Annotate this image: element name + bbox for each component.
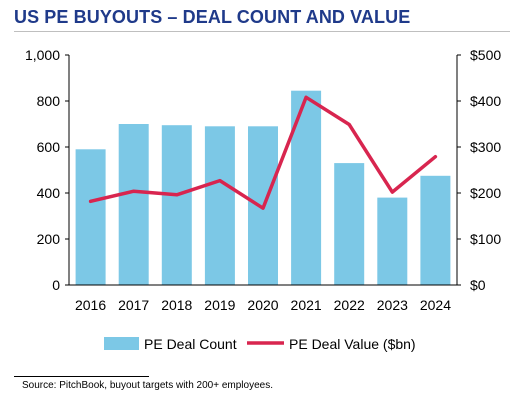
legend-swatch-deal-count bbox=[104, 337, 139, 350]
line-point-2021 bbox=[304, 96, 308, 99]
line-point-2023 bbox=[391, 190, 394, 194]
left-tick-label: 1,000 bbox=[25, 47, 60, 63]
x-tick-label: 2021 bbox=[291, 297, 322, 313]
bar-2022 bbox=[334, 163, 365, 285]
left-tick-label: 800 bbox=[37, 93, 61, 109]
right-tick-label: $100 bbox=[470, 231, 501, 247]
x-tick-label: 2020 bbox=[247, 297, 278, 313]
bar-2019 bbox=[204, 126, 235, 285]
x-tick-label: 2022 bbox=[334, 297, 365, 313]
x-tick-label: 2023 bbox=[377, 297, 408, 313]
source-note: Source: PitchBook, buyout targets with 2… bbox=[22, 380, 273, 391]
bar-2017 bbox=[118, 124, 149, 285]
bar-2016 bbox=[75, 149, 106, 285]
x-tick-label: 2024 bbox=[420, 297, 451, 313]
title-divider bbox=[14, 31, 510, 32]
x-tick-label: 2018 bbox=[161, 297, 192, 313]
x-tick-label: 2016 bbox=[75, 297, 106, 313]
bar-2018 bbox=[161, 125, 192, 285]
legend-label-deal-count: PE Deal Count bbox=[144, 336, 237, 352]
left-tick-label: 400 bbox=[37, 185, 61, 201]
right-tick-label: $300 bbox=[470, 139, 501, 155]
line-point-2017 bbox=[132, 190, 135, 193]
legend-label-deal-value: PE Deal Value ($bn) bbox=[289, 336, 416, 352]
chart-title: US PE BUYOUTS – DEAL COUNT AND VALUE bbox=[14, 7, 411, 27]
right-tick-label: $0 bbox=[470, 277, 486, 293]
line-point-2019 bbox=[218, 179, 222, 182]
line-point-2016 bbox=[89, 200, 92, 203]
line-point-2018 bbox=[175, 193, 178, 196]
x-tick-label: 2019 bbox=[204, 297, 235, 313]
source-divider bbox=[14, 376, 149, 377]
combo-chart: 0 200 400 600 800 1,000 $0 $100 $200 $300 $400 $500… bbox=[25, 47, 501, 352]
line-point-2020 bbox=[261, 207, 265, 210]
right-tick-label: $500 bbox=[470, 47, 501, 63]
right-tick-label: $400 bbox=[470, 93, 501, 109]
bar-2023 bbox=[377, 197, 408, 285]
line-point-2022 bbox=[348, 123, 351, 126]
left-tick-label: 600 bbox=[37, 139, 61, 155]
left-tick-label: 0 bbox=[52, 277, 60, 293]
left-tick-label: 200 bbox=[37, 231, 61, 247]
bar-2024 bbox=[420, 175, 451, 286]
line-point-2024 bbox=[434, 155, 437, 158]
right-tick-label: $200 bbox=[470, 185, 501, 201]
x-tick-label: 2017 bbox=[118, 297, 149, 313]
